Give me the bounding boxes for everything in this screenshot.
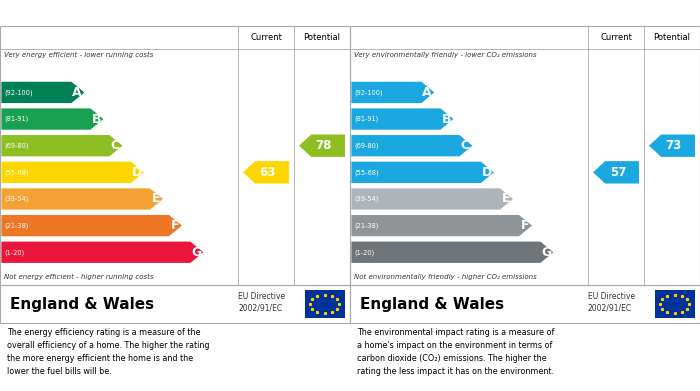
- Text: C: C: [461, 139, 470, 152]
- Text: (81-91): (81-91): [4, 116, 29, 122]
- Text: Very energy efficient - lower running costs: Very energy efficient - lower running co…: [4, 52, 153, 58]
- Text: F: F: [171, 219, 179, 232]
- Text: (92-100): (92-100): [354, 89, 383, 96]
- Text: 78: 78: [316, 139, 332, 152]
- Text: B: B: [442, 113, 451, 126]
- Text: G: G: [191, 246, 202, 259]
- Polygon shape: [351, 82, 435, 103]
- Text: (1-20): (1-20): [4, 249, 25, 255]
- Text: E: E: [151, 192, 160, 206]
- Text: Not energy efficient - higher running costs: Not energy efficient - higher running co…: [4, 274, 153, 280]
- Text: England & Wales: England & Wales: [360, 296, 505, 312]
- Polygon shape: [649, 135, 695, 157]
- Text: C: C: [111, 139, 120, 152]
- Text: Very environmentally friendly - lower CO₂ emissions: Very environmentally friendly - lower CO…: [354, 52, 536, 58]
- Polygon shape: [1, 242, 204, 263]
- Polygon shape: [593, 161, 639, 183]
- Text: Potential: Potential: [654, 33, 690, 42]
- Text: 73: 73: [666, 139, 682, 152]
- Text: (92-100): (92-100): [4, 89, 33, 96]
- Text: B: B: [92, 113, 101, 126]
- FancyBboxPatch shape: [304, 291, 344, 317]
- Text: 57: 57: [610, 166, 626, 179]
- Polygon shape: [1, 108, 104, 130]
- Text: Current: Current: [250, 33, 282, 42]
- Text: (39-54): (39-54): [354, 196, 379, 202]
- Text: E: E: [501, 192, 510, 206]
- Polygon shape: [1, 82, 85, 103]
- Text: F: F: [521, 219, 529, 232]
- Text: EU Directive
2002/91/EC: EU Directive 2002/91/EC: [588, 292, 635, 312]
- Polygon shape: [351, 108, 454, 130]
- Text: Current: Current: [600, 33, 632, 42]
- Text: (21-38): (21-38): [354, 222, 379, 229]
- Text: The energy efficiency rating is a measure of the
overall efficiency of a home. T: The energy efficiency rating is a measur…: [7, 328, 209, 376]
- Text: (21-38): (21-38): [4, 222, 29, 229]
- Polygon shape: [351, 215, 532, 236]
- Text: D: D: [132, 166, 142, 179]
- Polygon shape: [351, 135, 472, 156]
- Text: A: A: [422, 86, 432, 99]
- Text: (1-20): (1-20): [354, 249, 374, 255]
- Text: A: A: [72, 86, 82, 99]
- Text: 63: 63: [260, 166, 276, 179]
- Text: Not environmentally friendly - higher CO₂ emissions: Not environmentally friendly - higher CO…: [354, 274, 536, 280]
- FancyBboxPatch shape: [654, 291, 694, 317]
- Polygon shape: [243, 161, 289, 183]
- Polygon shape: [1, 135, 122, 156]
- Text: (69-80): (69-80): [4, 142, 29, 149]
- Text: Energy Efficiency Rating: Energy Efficiency Rating: [6, 7, 188, 20]
- Text: Potential: Potential: [304, 33, 340, 42]
- Polygon shape: [1, 188, 163, 210]
- Text: EU Directive
2002/91/EC: EU Directive 2002/91/EC: [238, 292, 285, 312]
- Polygon shape: [351, 188, 513, 210]
- Polygon shape: [351, 162, 494, 183]
- Text: The environmental impact rating is a measure of
a home's impact on the environme: The environmental impact rating is a mea…: [357, 328, 554, 376]
- Polygon shape: [351, 242, 554, 263]
- Text: Environmental Impact (CO₂) Rating: Environmental Impact (CO₂) Rating: [355, 7, 617, 20]
- Text: D: D: [482, 166, 492, 179]
- Polygon shape: [1, 215, 182, 236]
- Text: (55-68): (55-68): [354, 169, 379, 176]
- Polygon shape: [299, 135, 345, 157]
- Text: (55-68): (55-68): [4, 169, 29, 176]
- Text: G: G: [541, 246, 552, 259]
- Text: England & Wales: England & Wales: [10, 296, 155, 312]
- Text: (39-54): (39-54): [4, 196, 29, 202]
- Text: (81-91): (81-91): [354, 116, 379, 122]
- Polygon shape: [1, 162, 144, 183]
- Text: (69-80): (69-80): [354, 142, 379, 149]
